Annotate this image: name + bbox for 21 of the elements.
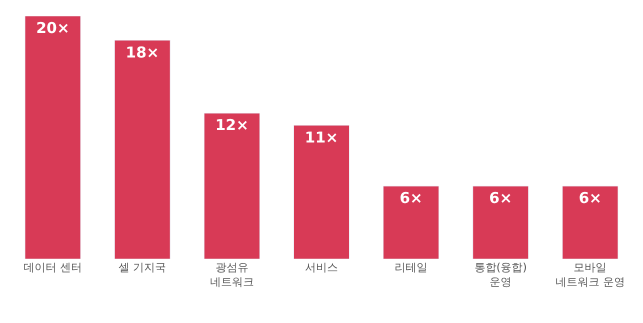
x-tick-label: 리테일	[394, 261, 428, 274]
x-tick-label: 모바일 네트워크 운영	[555, 261, 625, 288]
data-label: 18×	[126, 43, 160, 62]
x-tick-label: 서비스	[305, 261, 338, 274]
bar	[472, 186, 529, 259]
bar	[114, 40, 170, 259]
bar	[204, 112, 260, 259]
bar	[293, 125, 350, 259]
data-label: 6×	[578, 189, 602, 208]
x-tick-label: 데이터 센터	[24, 261, 82, 274]
bar	[383, 186, 440, 259]
bar	[562, 186, 618, 259]
data-label: 11×	[304, 128, 338, 146]
x-tick-label: 광섬유 네트워크	[210, 261, 254, 288]
data-label: 20×	[36, 19, 70, 37]
data-label: 6×	[489, 189, 512, 208]
x-tick-label: 통합(융합) 운영	[474, 261, 527, 288]
x-tick-label: 셀 기지국	[118, 261, 166, 274]
data-label: 6×	[400, 189, 423, 208]
bar	[24, 16, 81, 259]
data-label: 12×	[215, 116, 249, 134]
